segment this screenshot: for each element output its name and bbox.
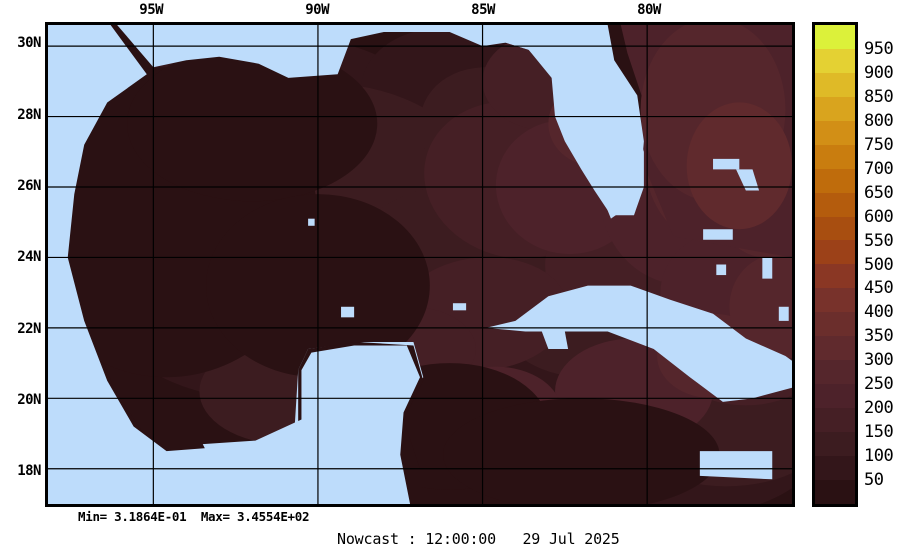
- colorbar-tick-labels: 950 900 850 800 750 700 650 600 550 500 450 400 350 3…: [864, 22, 915, 507]
- y-tick-28n: 28N: [17, 106, 41, 123]
- colorbar: [812, 22, 858, 507]
- colorbar-band: [815, 455, 855, 480]
- land-mask: [699, 451, 773, 480]
- y-tick-18n: 18N: [17, 463, 41, 480]
- colorbar-band: [815, 48, 855, 73]
- colorbar-tick-150: 150: [864, 422, 894, 443]
- colorbar-tick-100: 100: [864, 446, 894, 467]
- land-mask: [308, 218, 315, 226]
- colorbar-tick-400: 400: [864, 302, 894, 323]
- colorbar-band: [815, 168, 855, 193]
- y-tick-26n: 26N: [17, 178, 41, 195]
- colorbar-tick-600: 600: [864, 206, 894, 227]
- colorbar-tick-550: 550: [864, 230, 894, 251]
- colorbar-tick-500: 500: [864, 254, 894, 275]
- colorbar-band: [815, 479, 855, 504]
- map-data-field: [48, 25, 792, 504]
- field-blob: [443, 398, 720, 504]
- colorbar-tick-450: 450: [864, 278, 894, 299]
- colorbar-tick-250: 250: [864, 374, 894, 395]
- land-mask: [202, 345, 420, 504]
- x-tick-95w: 95W: [139, 2, 164, 18]
- field-blob: [127, 46, 378, 202]
- colorbar-band: [815, 431, 855, 456]
- colorbar-tick-850: 850: [864, 86, 894, 107]
- colorbar-tick-900: 900: [864, 62, 894, 83]
- colorbar-tick-800: 800: [864, 110, 894, 131]
- colorbar-tick-750: 750: [864, 134, 894, 155]
- y-tick-24n: 24N: [17, 249, 41, 266]
- field-blob: [729, 253, 792, 360]
- map-panel[interactable]: [45, 22, 795, 507]
- colorbar-band: [815, 120, 855, 145]
- land-mask: [778, 306, 789, 321]
- colorbar-band: [815, 192, 855, 217]
- colorbar-tick-300: 300: [864, 350, 894, 371]
- colorbar-band: [815, 360, 855, 385]
- colorbar-band: [815, 264, 855, 289]
- land-mask: [341, 306, 355, 318]
- colorbar-band: [815, 312, 855, 337]
- y-tick-30n: 30N: [17, 35, 41, 52]
- colorbar-band: [815, 144, 855, 169]
- land-mask: [736, 169, 760, 191]
- colorbar-band: [815, 408, 855, 432]
- land-mask: [713, 158, 740, 170]
- colorbar-tick-650: 650: [864, 182, 894, 203]
- land-mask: [485, 285, 792, 402]
- land-mask: [452, 303, 467, 311]
- land-mask: [716, 264, 727, 276]
- colorbar-tick-700: 700: [864, 158, 894, 179]
- x-tick-85w: 85W: [471, 2, 495, 18]
- colorbar-band: [815, 72, 855, 97]
- x-tick-80w: 80W: [637, 2, 661, 18]
- colorbar-band: [815, 336, 855, 361]
- colorbar-band: [815, 96, 855, 121]
- y-tick-20n: 20N: [17, 392, 41, 408]
- colorbar-band: [815, 384, 855, 408]
- colorbar-tick-350: 350: [864, 326, 894, 347]
- land-mask: [703, 229, 733, 240]
- colorbar-band: [815, 25, 855, 49]
- colorbar-band: [815, 216, 855, 241]
- x-tick-90w: 90W: [305, 2, 330, 18]
- colorbar-band: [815, 288, 855, 313]
- land-mask: [541, 331, 569, 350]
- minmax-caption: Min= 3.1864E-01 Max= 3.4554E+02: [78, 509, 310, 524]
- colorbar-tick-950: 950: [864, 38, 894, 59]
- colorbar-band: [815, 240, 855, 265]
- colorbar-tick-50: 50: [864, 470, 884, 491]
- colorbar-tick-200: 200: [864, 398, 894, 419]
- land-mask: [469, 25, 644, 219]
- nowcast-caption: Nowcast : 12:00:00 29 Jul 2025: [337, 530, 620, 548]
- land-mask: [762, 257, 773, 279]
- y-tick-22n: 22N: [17, 320, 41, 337]
